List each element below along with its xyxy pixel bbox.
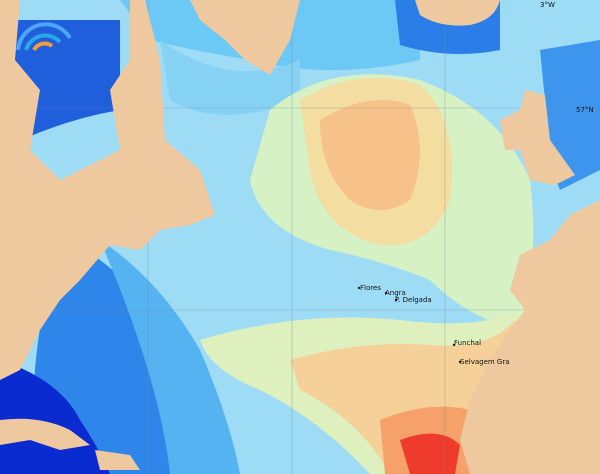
place-label: Flores: [360, 284, 381, 292]
place-label: Selvagem Gra: [460, 358, 510, 366]
place-label: P. Delgada: [395, 296, 432, 304]
warm-anomaly: [200, 74, 534, 474]
logo: [16, 22, 72, 52]
place-markers: [357, 286, 462, 364]
place-label: Funchal: [454, 339, 481, 347]
graticule-label: 3°W: [540, 1, 555, 9]
place-label: Angra: [385, 289, 406, 297]
graticule-label: 57°N: [576, 106, 594, 114]
